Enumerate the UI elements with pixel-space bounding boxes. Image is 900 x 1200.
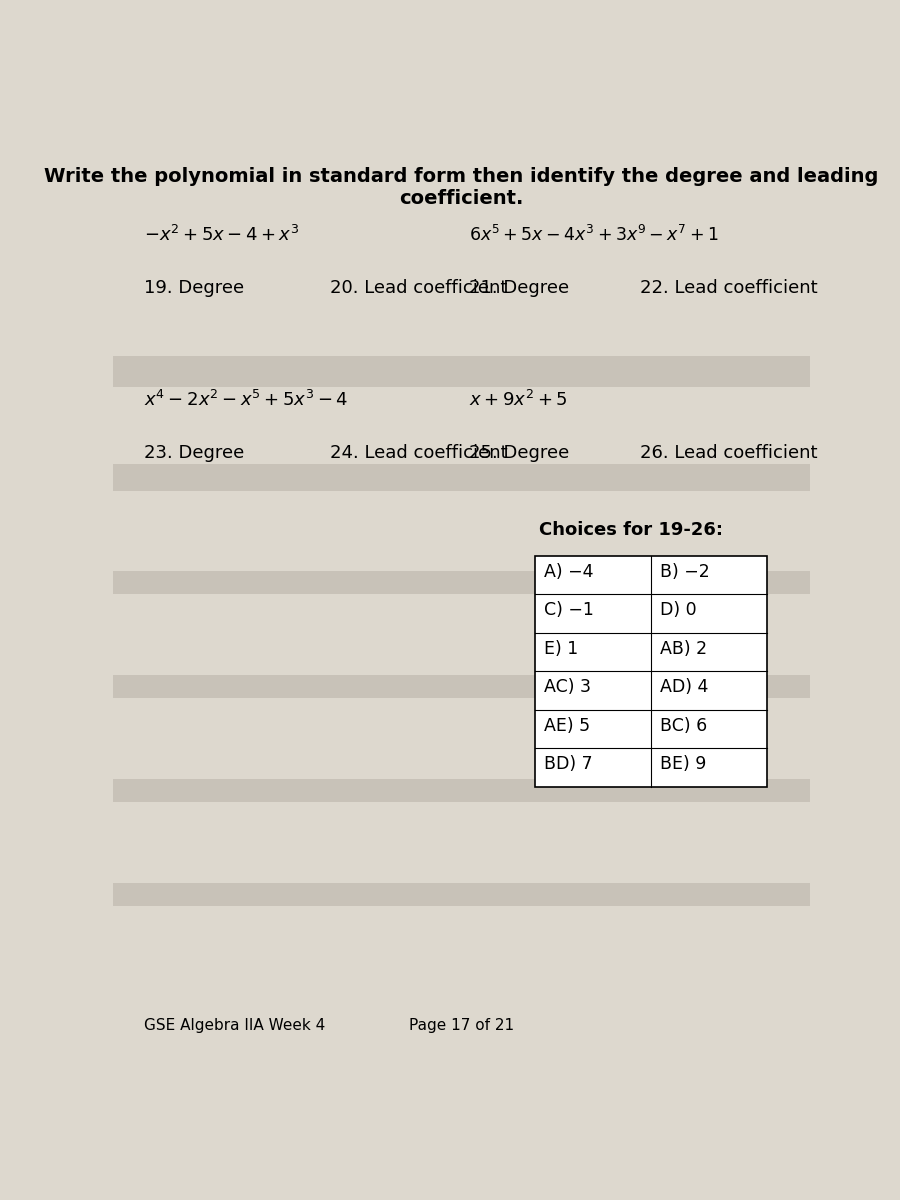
Text: A) −4: A) −4 xyxy=(544,563,594,581)
Text: 26. Lead coefficient: 26. Lead coefficient xyxy=(640,444,817,462)
Bar xyxy=(112,571,810,594)
Bar xyxy=(535,556,768,787)
Text: BC) 6: BC) 6 xyxy=(661,716,707,734)
Text: 25. Degree: 25. Degree xyxy=(469,444,569,462)
Text: $6x^5 + 5x - 4x^3 + 3x^9 - x^7 + 1$: $6x^5 + 5x - 4x^3 + 3x^9 - x^7 + 1$ xyxy=(469,224,719,245)
Text: Write the polynomial in standard form then identify the degree and leading coeff: Write the polynomial in standard form th… xyxy=(44,167,878,208)
Bar xyxy=(112,676,810,698)
Text: GSE Algebra IIA Week 4: GSE Algebra IIA Week 4 xyxy=(143,1019,325,1033)
Text: 21. Degree: 21. Degree xyxy=(469,278,569,296)
Text: E) 1: E) 1 xyxy=(544,640,579,658)
Text: AB) 2: AB) 2 xyxy=(661,640,707,658)
Text: 22. Lead coefficient: 22. Lead coefficient xyxy=(640,278,817,296)
Text: Choices for 19-26:: Choices for 19-26: xyxy=(539,521,723,539)
Text: $x^4 - 2x^2 - x^5 + 5x^3 - 4$: $x^4 - 2x^2 - x^5 + 5x^3 - 4$ xyxy=(143,390,347,410)
Text: $x + 9x^2 + 5$: $x + 9x^2 + 5$ xyxy=(469,390,568,410)
Text: BE) 9: BE) 9 xyxy=(661,755,707,773)
Text: 24. Lead coefficient: 24. Lead coefficient xyxy=(329,444,507,462)
Text: 20. Lead coefficient: 20. Lead coefficient xyxy=(329,278,507,296)
Text: AD) 4: AD) 4 xyxy=(661,678,709,696)
Text: C) −1: C) −1 xyxy=(544,601,594,619)
Bar xyxy=(112,883,810,906)
Bar xyxy=(112,463,810,491)
Bar xyxy=(112,779,810,803)
Text: $-x^2 + 5x - 4 + x^3$: $-x^2 + 5x - 4 + x^3$ xyxy=(143,224,299,245)
Text: 19. Degree: 19. Degree xyxy=(143,278,244,296)
Text: AC) 3: AC) 3 xyxy=(544,678,591,696)
Text: Page 17 of 21: Page 17 of 21 xyxy=(409,1019,514,1033)
Bar xyxy=(112,355,810,386)
Text: AE) 5: AE) 5 xyxy=(544,716,590,734)
Text: B) −2: B) −2 xyxy=(661,563,710,581)
Text: BD) 7: BD) 7 xyxy=(544,755,593,773)
Text: D) 0: D) 0 xyxy=(661,601,698,619)
Text: 23. Degree: 23. Degree xyxy=(143,444,244,462)
